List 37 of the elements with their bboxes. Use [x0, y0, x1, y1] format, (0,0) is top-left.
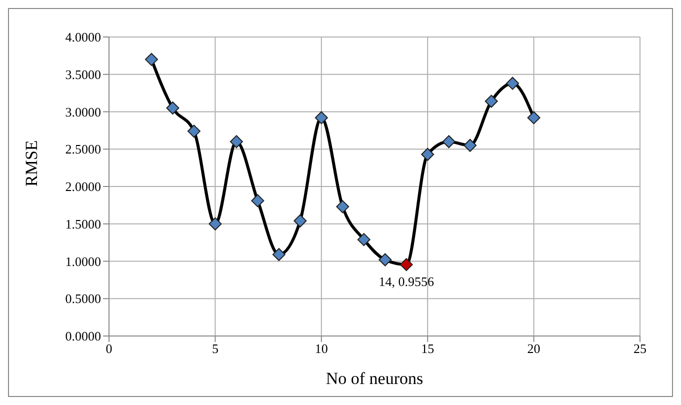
point — [357, 233, 370, 246]
point — [336, 200, 350, 214]
y-tick-label: 3.0000 — [65, 104, 101, 120]
y-tick-label: 0.0000 — [65, 328, 101, 344]
point — [400, 258, 413, 272]
y-tick-label: 0.5000 — [65, 291, 101, 306]
point — [208, 217, 222, 230]
x-tick-label: 15 — [421, 341, 434, 356]
point — [294, 214, 307, 228]
y-tick-label: 2.5000 — [65, 142, 101, 157]
point — [314, 111, 328, 124]
x-tick-label: 5 — [212, 341, 218, 356]
point — [166, 102, 180, 115]
y-tick-label: 2.0000 — [65, 179, 101, 194]
point — [144, 52, 158, 66]
x-tick-label: 10 — [314, 341, 328, 356]
point — [378, 253, 392, 266]
point — [230, 135, 243, 148]
point — [251, 194, 264, 208]
point — [187, 124, 200, 138]
point — [464, 138, 477, 152]
point — [506, 76, 520, 90]
annotation: 14, 0.9556 — [378, 274, 434, 289]
x-tick-label: 20 — [527, 341, 540, 356]
x-tick-label: 0 — [106, 341, 112, 356]
x-axis-title: No of neurons — [326, 369, 424, 388]
point — [442, 135, 456, 148]
y-axis-title: RMSE — [22, 140, 42, 186]
point — [527, 111, 540, 124]
x-tick-label: 25 — [634, 341, 646, 356]
point — [484, 94, 498, 108]
point — [272, 248, 286, 262]
y-tick-label: 3.5000 — [65, 66, 101, 82]
point — [421, 148, 434, 161]
y-tick-label: 1.5000 — [65, 216, 101, 232]
y-tick-label: 1.0000 — [65, 254, 101, 269]
y-tick-label: 4.0000 — [65, 30, 101, 45]
